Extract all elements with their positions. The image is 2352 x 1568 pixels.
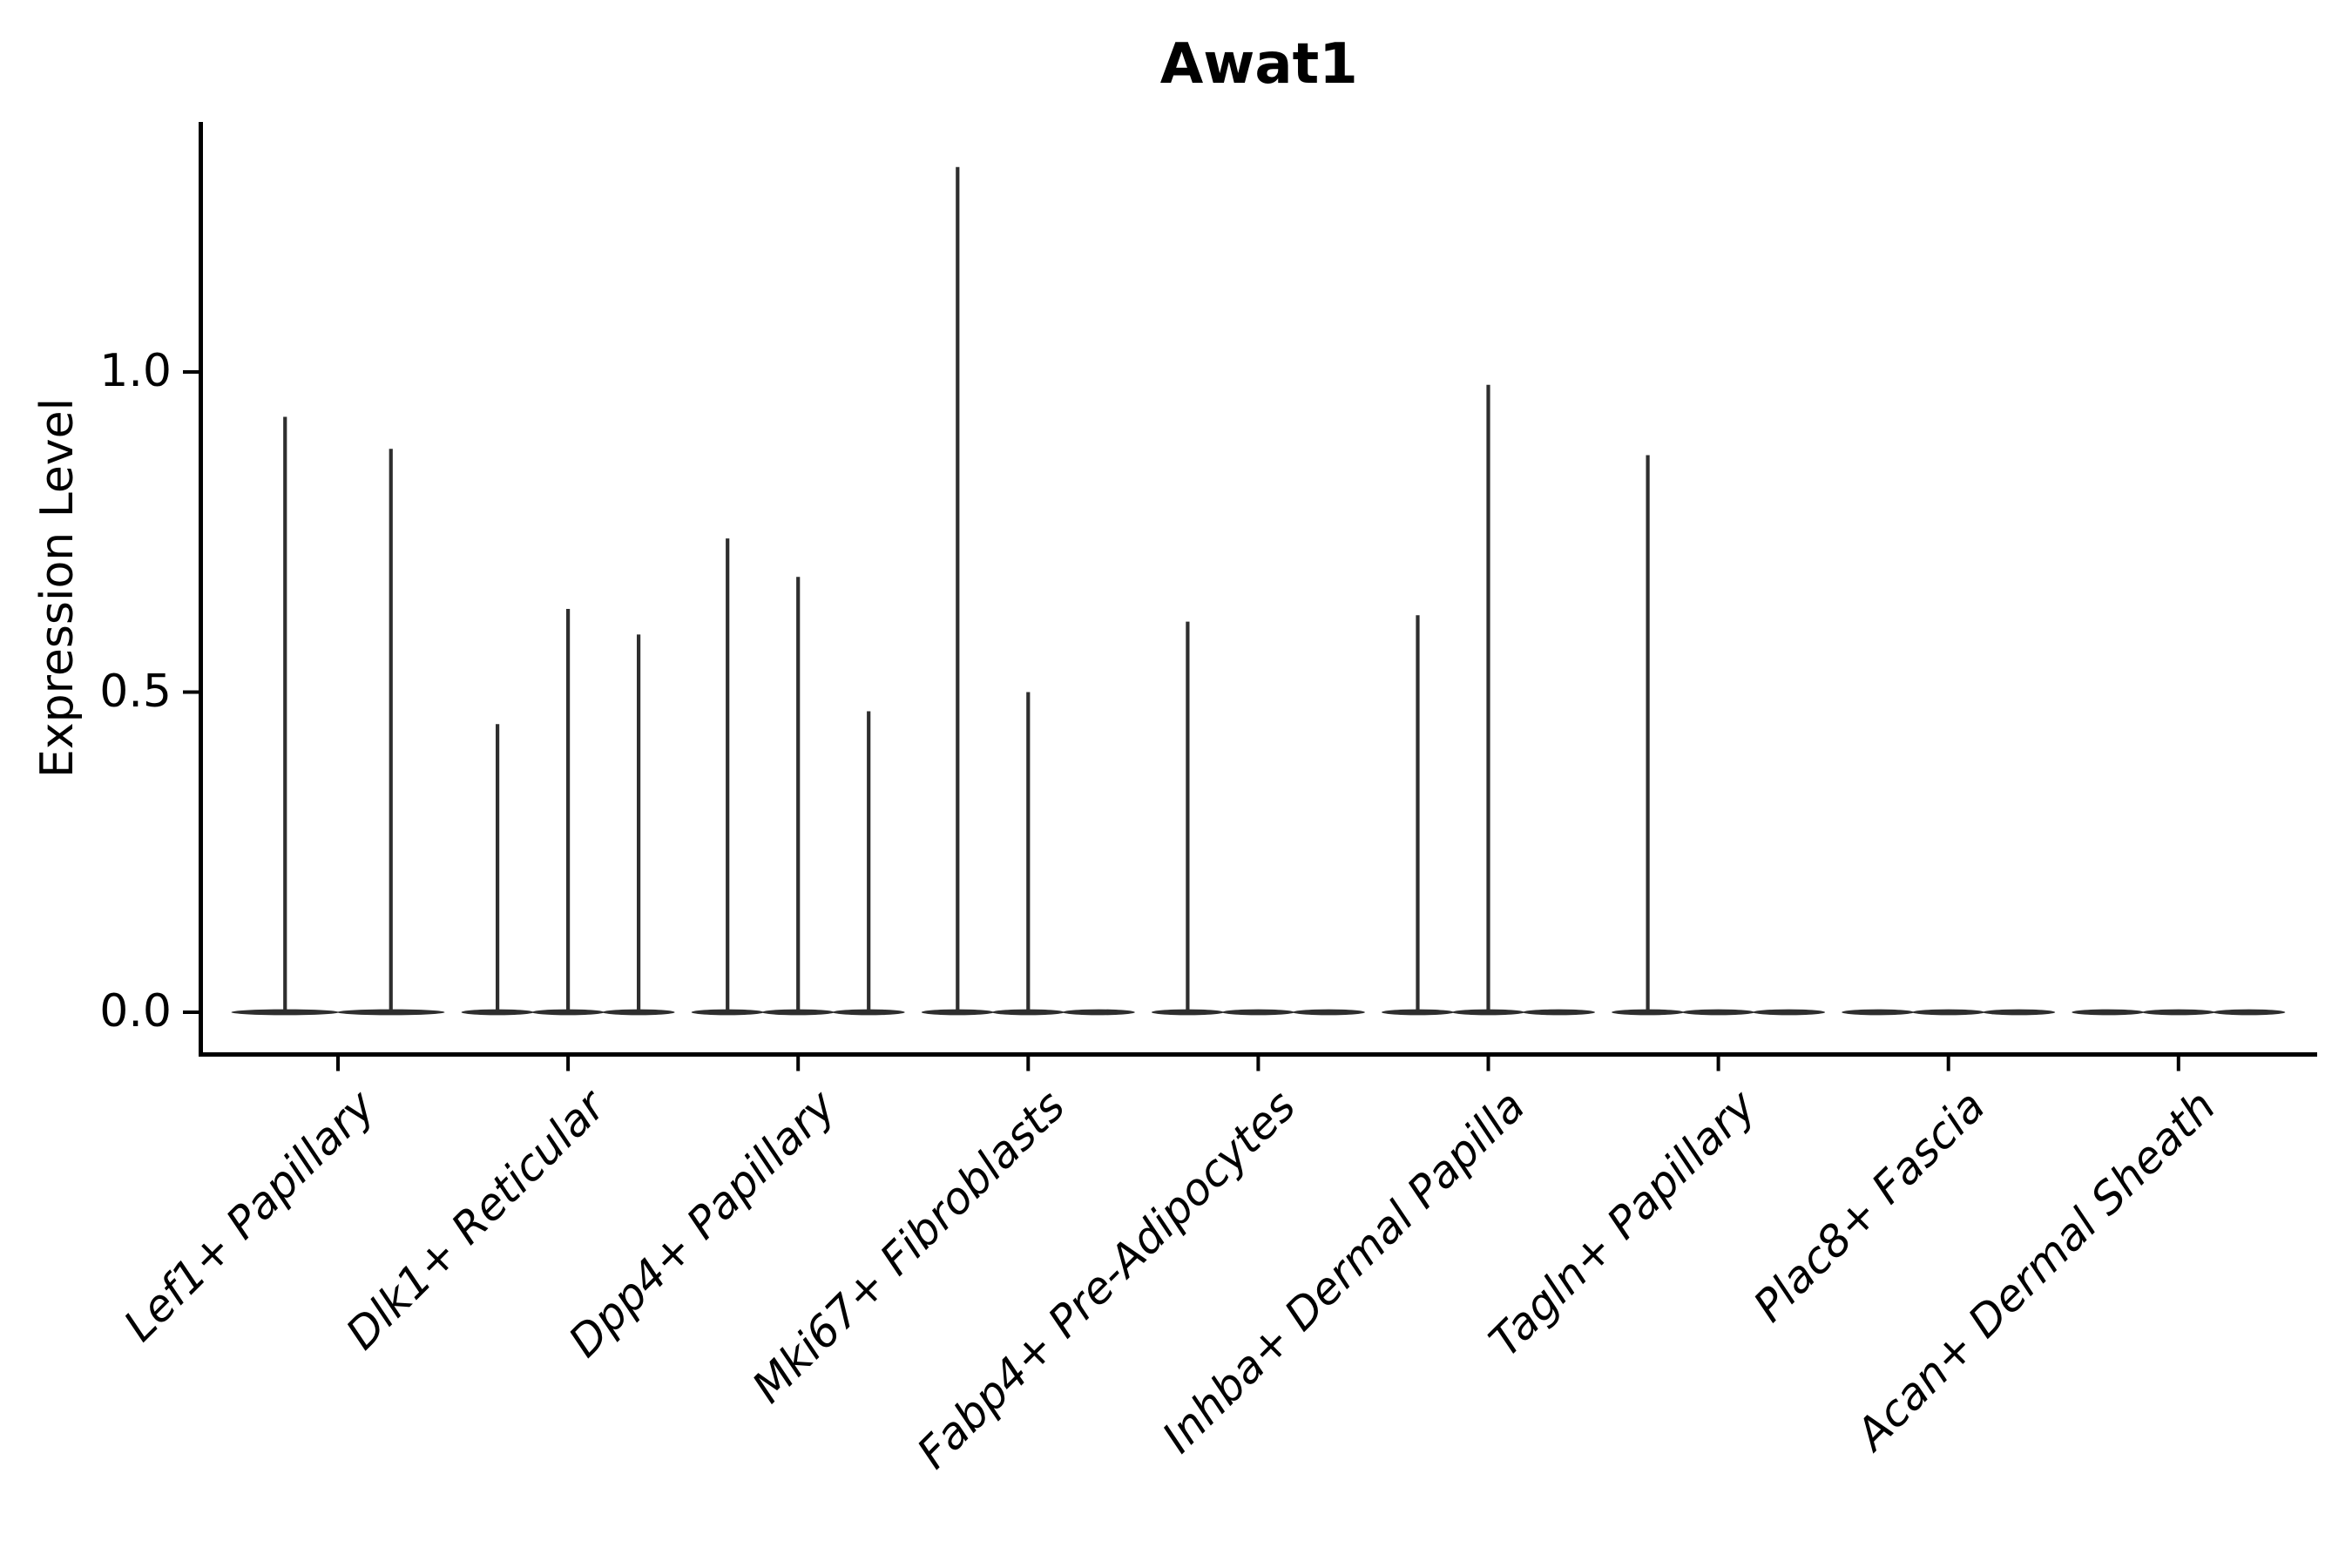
violin-baseline	[2072, 1009, 2145, 1016]
chart-title: Awat1	[1159, 32, 1358, 97]
y-axis-label: Expression Level	[31, 398, 84, 779]
violin-baseline	[1292, 1009, 1365, 1016]
violin-baseline	[1912, 1009, 1985, 1016]
y-tick-label: 0.0	[99, 984, 172, 1037]
violin-baseline	[2213, 1009, 2286, 1016]
violin-baseline	[1221, 1009, 1294, 1016]
violin-baseline	[1983, 1009, 2056, 1016]
violin-baseline	[1062, 1009, 1135, 1016]
y-tick-label: 0.5	[99, 665, 172, 718]
y-tick-label: 1.0	[99, 344, 172, 397]
violin-baseline	[1682, 1009, 1755, 1016]
violin-baseline	[2142, 1009, 2215, 1016]
violin-baseline	[1753, 1009, 1826, 1016]
violin-baseline	[1523, 1009, 1595, 1016]
violin-baseline	[1842, 1009, 1915, 1016]
